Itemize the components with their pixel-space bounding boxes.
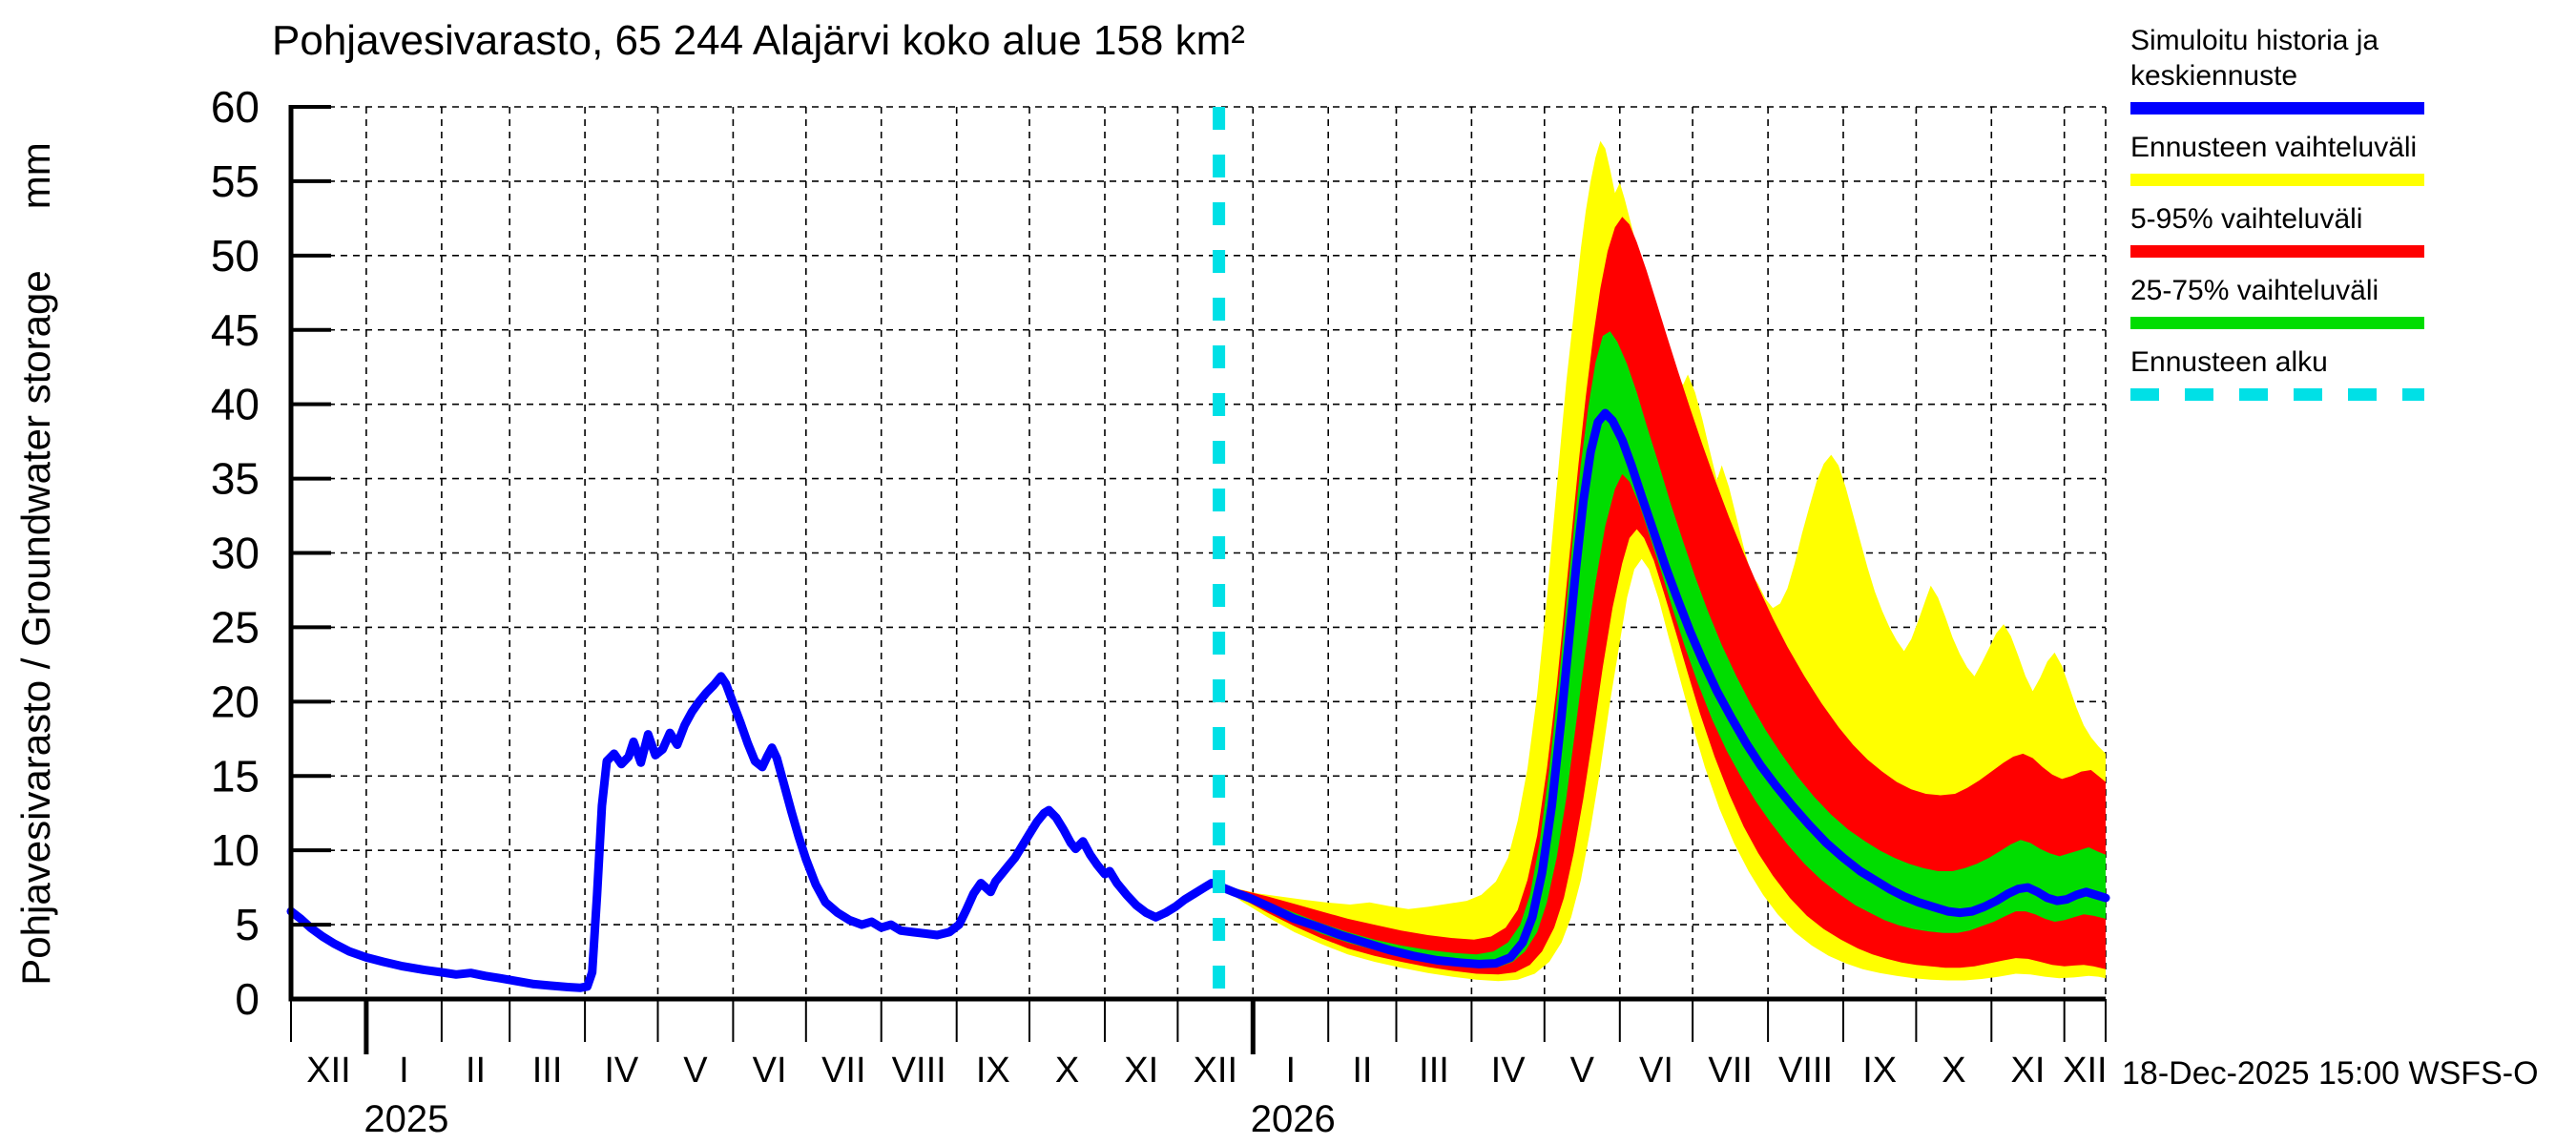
band-5-95-red bbox=[1218, 217, 2106, 975]
history-line bbox=[286, 672, 1224, 992]
svg-text:VI: VI bbox=[1639, 1051, 1673, 1091]
legend-item-25-75: 25-75% vaihteluväli bbox=[2130, 273, 2571, 329]
legend-item-history-swatch bbox=[2130, 102, 2424, 114]
svg-text:I: I bbox=[399, 1051, 409, 1091]
legend-item-history-label: Simuloitu historia ja keskiennuste bbox=[2130, 25, 2379, 92]
x-tick-labels: XII I II III IV V VI VII VIII IX X XI XII I II III IV V VI… bbox=[306, 1051, 2107, 1091]
svg-text:VIII: VIII bbox=[892, 1051, 946, 1091]
svg-text:III: III bbox=[1419, 1051, 1449, 1091]
svg-text:20: 20 bbox=[211, 677, 260, 726]
svg-text:VIII: VIII bbox=[1778, 1051, 1833, 1091]
svg-text:X: X bbox=[1942, 1051, 1965, 1091]
svg-text:II: II bbox=[1352, 1051, 1372, 1091]
svg-text:VII: VII bbox=[1708, 1051, 1752, 1091]
svg-text:II: II bbox=[466, 1051, 486, 1091]
legend-item-25-75-label: 25-75% vaihteluväli bbox=[2130, 275, 2379, 306]
svg-text:IV: IV bbox=[604, 1051, 639, 1091]
svg-text:0: 0 bbox=[235, 974, 260, 1024]
legend: Simuloitu historia ja keskiennuste Ennust… bbox=[2130, 23, 2571, 416]
legend-item-forecast-start: Ennusteen alku bbox=[2130, 344, 2571, 401]
svg-text:III: III bbox=[532, 1051, 563, 1091]
svg-text:60: 60 bbox=[211, 82, 260, 132]
svg-text:V: V bbox=[1570, 1051, 1595, 1091]
timestamp-caption: 18-Dec-2025 15:00 WSFS-O bbox=[2122, 1055, 2539, 1092]
svg-text:VI: VI bbox=[753, 1051, 787, 1091]
svg-text:15: 15 bbox=[211, 751, 260, 801]
y-tick-labels: 0 5 10 15 20 25 30 35 40 45 50 55 60 bbox=[211, 82, 260, 1024]
legend-item-history: Simuloitu historia ja keskiennuste bbox=[2130, 23, 2571, 114]
grid bbox=[291, 106, 2107, 999]
svg-text:25: 25 bbox=[211, 602, 260, 652]
svg-text:40: 40 bbox=[211, 380, 260, 429]
svg-text:IV: IV bbox=[1491, 1051, 1527, 1091]
svg-text:XII: XII bbox=[1194, 1051, 1237, 1091]
svg-text:10: 10 bbox=[211, 825, 260, 875]
svg-text:I: I bbox=[1286, 1051, 1297, 1091]
svg-text:XII: XII bbox=[306, 1051, 350, 1091]
svg-text:VII: VII bbox=[821, 1051, 865, 1091]
svg-text:IX: IX bbox=[1862, 1051, 1897, 1091]
legend-item-forecast-start-label: Ennusteen alku bbox=[2130, 346, 2328, 378]
x-year-labels: 2025 2026 bbox=[364, 1098, 1335, 1140]
svg-text:2025: 2025 bbox=[364, 1098, 448, 1140]
chart-title: Pohjavesivarasto, 65 244 Alajärvi koko a… bbox=[272, 17, 1245, 64]
y-axis-label: Pohjavesivarasto / Groundwater storage mm bbox=[13, 67, 59, 1061]
svg-text:35: 35 bbox=[211, 454, 260, 504]
svg-text:XI: XI bbox=[1124, 1051, 1158, 1091]
y-axis-unit: mm bbox=[13, 142, 58, 210]
axes bbox=[288, 105, 2107, 1054]
legend-item-5-95-swatch bbox=[2130, 245, 2424, 258]
svg-text:X: X bbox=[1055, 1051, 1079, 1091]
band-25-75-green bbox=[1218, 331, 2106, 968]
legend-item-5-95: 5-95% vaihteluväli bbox=[2130, 201, 2571, 258]
y-axis-label-text: Pohjavesivarasto / Groundwater storage bbox=[13, 270, 58, 986]
svg-text:XII: XII bbox=[2063, 1051, 2107, 1091]
legend-item-forecast-range-label: Ennusteen vaihteluväli bbox=[2130, 132, 2418, 163]
legend-item-5-95-label: 5-95% vaihteluväli bbox=[2130, 203, 2363, 235]
svg-text:30: 30 bbox=[211, 529, 260, 578]
svg-text:50: 50 bbox=[211, 231, 260, 281]
svg-text:IX: IX bbox=[976, 1051, 1010, 1091]
svg-text:5: 5 bbox=[235, 900, 260, 949]
svg-text:45: 45 bbox=[211, 305, 260, 355]
legend-item-forecast-start-swatch bbox=[2130, 388, 2424, 401]
legend-item-25-75-swatch bbox=[2130, 317, 2424, 329]
svg-text:XI: XI bbox=[2011, 1051, 2046, 1091]
svg-text:2026: 2026 bbox=[1251, 1098, 1336, 1140]
legend-item-forecast-range-swatch bbox=[2130, 174, 2424, 186]
forecast-median-line bbox=[1215, 408, 2110, 968]
svg-text:V: V bbox=[683, 1051, 708, 1091]
svg-text:55: 55 bbox=[211, 156, 260, 206]
legend-item-forecast-range: Ennusteen vaihteluväli bbox=[2130, 130, 2571, 186]
